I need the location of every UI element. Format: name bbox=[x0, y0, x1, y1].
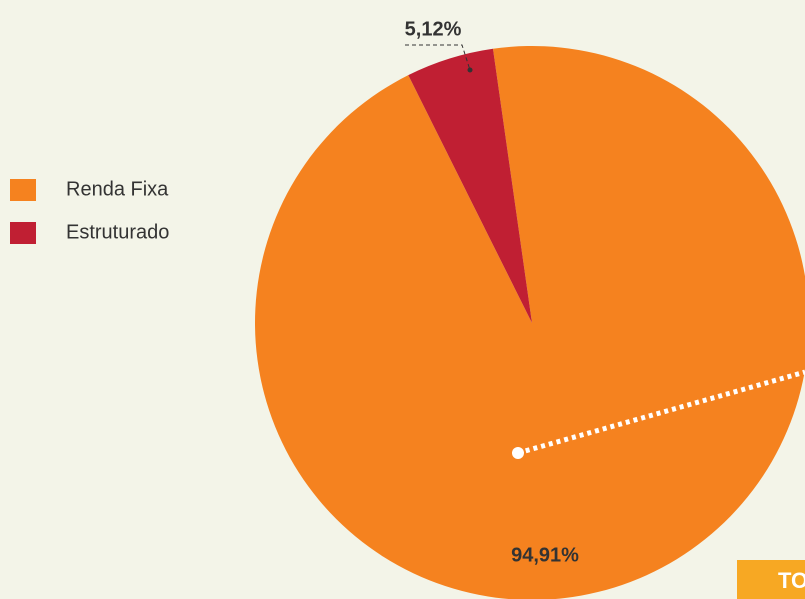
data-label: 5,12% bbox=[405, 18, 462, 40]
legend-label: Estruturado bbox=[66, 221, 169, 243]
pointer-line bbox=[517, 369, 805, 456]
pie-slice bbox=[255, 46, 805, 599]
leader-line bbox=[405, 44, 471, 71]
data-label: 94,91% bbox=[511, 544, 579, 566]
total-box bbox=[737, 560, 805, 599]
legend-swatch bbox=[10, 222, 36, 244]
legend-swatch bbox=[10, 179, 36, 201]
legend-label: Renda Fixa bbox=[66, 178, 169, 200]
leader-dot bbox=[467, 67, 473, 73]
pointer-dot bbox=[512, 447, 524, 459]
total-label: TO bbox=[778, 568, 805, 593]
pie bbox=[255, 46, 805, 599]
pie-slice bbox=[408, 48, 532, 323]
